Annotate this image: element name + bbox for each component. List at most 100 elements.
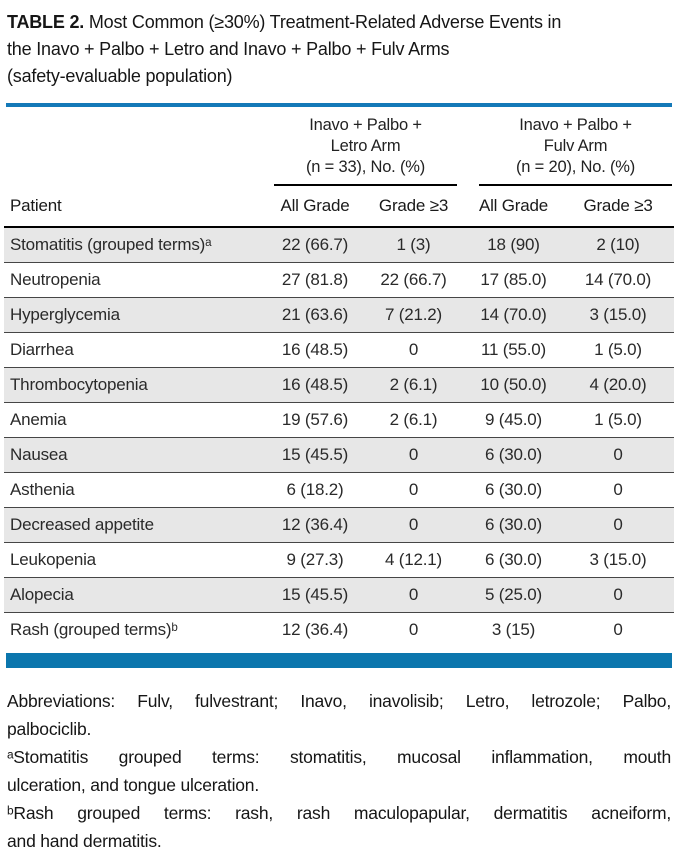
value-cell: 12 (36.4) <box>281 515 349 534</box>
value-cell: 7 (21.2) <box>385 305 442 324</box>
value-cell: 0 <box>408 515 419 534</box>
value-cell: 9 (27.3) <box>286 550 344 569</box>
value-cell: 12 (36.4) <box>281 620 349 639</box>
value-cell: 0 <box>408 445 419 464</box>
value-cell: 5 (25.0) <box>485 585 543 604</box>
value-cell: 14 (70.0) <box>584 270 652 289</box>
table-title: TABLE 2. Most Common (≥30%) Treatment-Re… <box>7 9 672 90</box>
value-cell: 4 (12.1) <box>385 550 442 569</box>
value-cell: 2 (10) <box>596 235 640 254</box>
value-cell: 1 (5.0) <box>594 410 642 429</box>
value-cell: 10 (50.0) <box>480 375 547 394</box>
column-group-letro-arm: Inavo + Palbo + Letro Arm (n = 33), No. … <box>268 115 465 186</box>
adverse-event-label: Decreased appetite <box>10 515 154 534</box>
group-letro-line-1: Inavo + Palbo + <box>309 116 422 134</box>
table-row: Nausea 15 (45.5) 0 6 (30.0) 0 <box>4 437 675 473</box>
value-cell: 19 (57.6) <box>281 410 349 429</box>
value-cell: 0 <box>613 585 623 604</box>
adverse-event-label: Rash (grouped terms)ᵇ <box>10 620 178 639</box>
value-cell: 27 (81.8) <box>281 270 349 289</box>
column-group-fulv-arm: Inavo + Palbo + Fulv Arm (n = 20), No. (… <box>465 115 674 186</box>
group-fulv-line-1: Inavo + Palbo + <box>519 116 632 134</box>
value-cell: 2 (6.1) <box>389 375 438 394</box>
value-cell: 22 (66.7) <box>380 270 447 289</box>
table-row: Rash (grouped terms)ᵇ 12 (36.4) 0 3 (15) 0 <box>4 612 675 648</box>
table-row: Stomatitis (grouped terms)ᵃ 22 (66.7) 1 (3… <box>4 227 675 263</box>
group-letro-line-3: (n = 33), No. (%) <box>306 158 426 176</box>
adverse-event-label: Diarrhea <box>10 340 74 359</box>
value-cell: 2 (6.1) <box>389 410 438 429</box>
col-header-all-grade-letro: All Grade <box>268 186 362 228</box>
value-cell: 3 (15.0) <box>589 305 647 324</box>
table-row: Anemia 19 (57.6) 2 (6.1) 9 (45.0) 1 (5.0) <box>4 402 675 438</box>
abbreviations-line-2: palbociclib. <box>7 719 92 739</box>
value-cell: 0 <box>408 620 419 639</box>
value-cell: 9 (45.0) <box>485 410 543 429</box>
adverse-event-label: Hyperglycemia <box>10 305 120 324</box>
sub-header-row: Patient All Grade Grade ≥3 All Grade Gra… <box>4 186 675 228</box>
value-cell: 16 (48.5) <box>281 340 349 359</box>
value-cell: 16 (48.5) <box>281 375 349 394</box>
col-header-grade3-fulv: Grade ≥3 <box>562 186 675 228</box>
title-line-3: (safety-evaluable population) <box>7 66 233 86</box>
adverse-event-label: Asthenia <box>10 480 75 499</box>
adverse-event-label: Anemia <box>10 410 67 429</box>
footnote-b-line-1: ᵇRash grouped terms: rash, rash maculopa… <box>7 803 671 823</box>
empty-header-cell <box>4 115 268 186</box>
title-line-2: the Inavo + Palbo + Letro and Inavo + Pa… <box>7 39 450 59</box>
column-group-header-row: Inavo + Palbo + Letro Arm (n = 33), No. … <box>4 115 674 186</box>
adverse-event-label: Alopecia <box>10 585 74 604</box>
value-cell: 0 <box>408 340 419 359</box>
value-cell: 1 (5.0) <box>594 340 642 359</box>
value-cell: 6 (18.2) <box>286 480 344 499</box>
table-row: Leukopenia 9 (27.3) 4 (12.1) 6 (30.0) 3 (15.… <box>4 542 675 578</box>
footnote-a: ᵃStomatitis grouped terms: stomatitis, m… <box>7 743 671 799</box>
table-row: Neutropenia 27 (81.8) 22 (66.7) 17 (85.0) 14… <box>4 262 675 298</box>
abbreviations-line-1: Abbreviations: Fulv, fulvestrant; Inavo,… <box>7 691 671 711</box>
value-cell: 22 (66.7) <box>281 235 349 254</box>
value-cell: 0 <box>613 445 623 464</box>
value-cell: 0 <box>613 515 623 534</box>
table-number-label: TABLE 2. <box>7 12 85 32</box>
value-cell: 0 <box>613 620 623 639</box>
table-row: Decreased appetite 12 (36.4) 0 6 (30.0) 0 <box>4 507 675 543</box>
bottom-bar <box>6 653 672 668</box>
footnote-a-line-1: ᵃStomatitis grouped terms: stomatitis, m… <box>7 747 671 767</box>
value-cell: 0 <box>613 480 623 499</box>
value-cell: 0 <box>408 585 419 604</box>
footnote-b: ᵇRash grouped terms: rash, rash maculopa… <box>7 799 671 855</box>
patient-column-header: Patient <box>4 186 268 228</box>
value-cell: 6 (30.0) <box>485 445 543 464</box>
value-cell: 3 (15.0) <box>589 550 647 569</box>
top-rule <box>6 103 672 107</box>
value-cell: 6 (30.0) <box>485 515 543 534</box>
value-cell: 3 (15) <box>491 620 536 639</box>
adverse-event-label: Neutropenia <box>10 270 101 289</box>
group-letro-line-2: Letro Arm <box>330 137 401 155</box>
value-cell: 17 (85.0) <box>480 270 547 289</box>
title-text: Most Common (≥30%) Treatment-Related Adv… <box>88 12 562 32</box>
col-header-grade3-letro: Grade ≥3 <box>362 186 466 228</box>
group-fulv-line-3: (n = 20), No. (%) <box>516 158 636 176</box>
table-row: Hyperglycemia 21 (63.6) 7 (21.2) 14 (70.0) 3… <box>4 297 675 333</box>
group-fulv-line-2: Fulv Arm <box>543 137 608 155</box>
value-cell: 6 (30.0) <box>485 550 543 569</box>
table-row: Alopecia 15 (45.5) 0 5 (25.0) 0 <box>4 577 675 613</box>
value-cell: 18 (90) <box>487 235 540 254</box>
table-row: Diarrhea 16 (48.5) 0 11 (55.0) 1 (5.0) <box>4 332 675 368</box>
abbreviations-note: Abbreviations: Fulv, fulvestrant; Inavo,… <box>7 687 671 743</box>
value-cell: 6 (30.0) <box>485 480 543 499</box>
adverse-event-label: Stomatitis (grouped terms)ᵃ <box>10 235 212 254</box>
value-cell: 0 <box>408 480 419 499</box>
value-cell: 21 (63.6) <box>281 305 349 324</box>
value-cell: 15 (45.5) <box>281 445 349 464</box>
footnote-b-line-2: and hand dermatitis. <box>7 831 162 851</box>
table-row: Asthenia 6 (18.2) 0 6 (30.0) 0 <box>4 472 675 508</box>
adverse-events-table: Inavo + Palbo + Letro Arm (n = 33), No. … <box>4 115 675 648</box>
footnotes: Abbreviations: Fulv, fulvestrant; Inavo,… <box>7 687 671 855</box>
value-cell: 4 (20.0) <box>589 375 647 394</box>
adverse-event-label: Leukopenia <box>10 550 96 569</box>
paper-table-figure: TABLE 2. Most Common (≥30%) Treatment-Re… <box>0 9 678 855</box>
value-cell: 11 (55.0) <box>481 340 546 359</box>
table-row: Thrombocytopenia 16 (48.5) 2 (6.1) 10 (50.0… <box>4 367 675 403</box>
